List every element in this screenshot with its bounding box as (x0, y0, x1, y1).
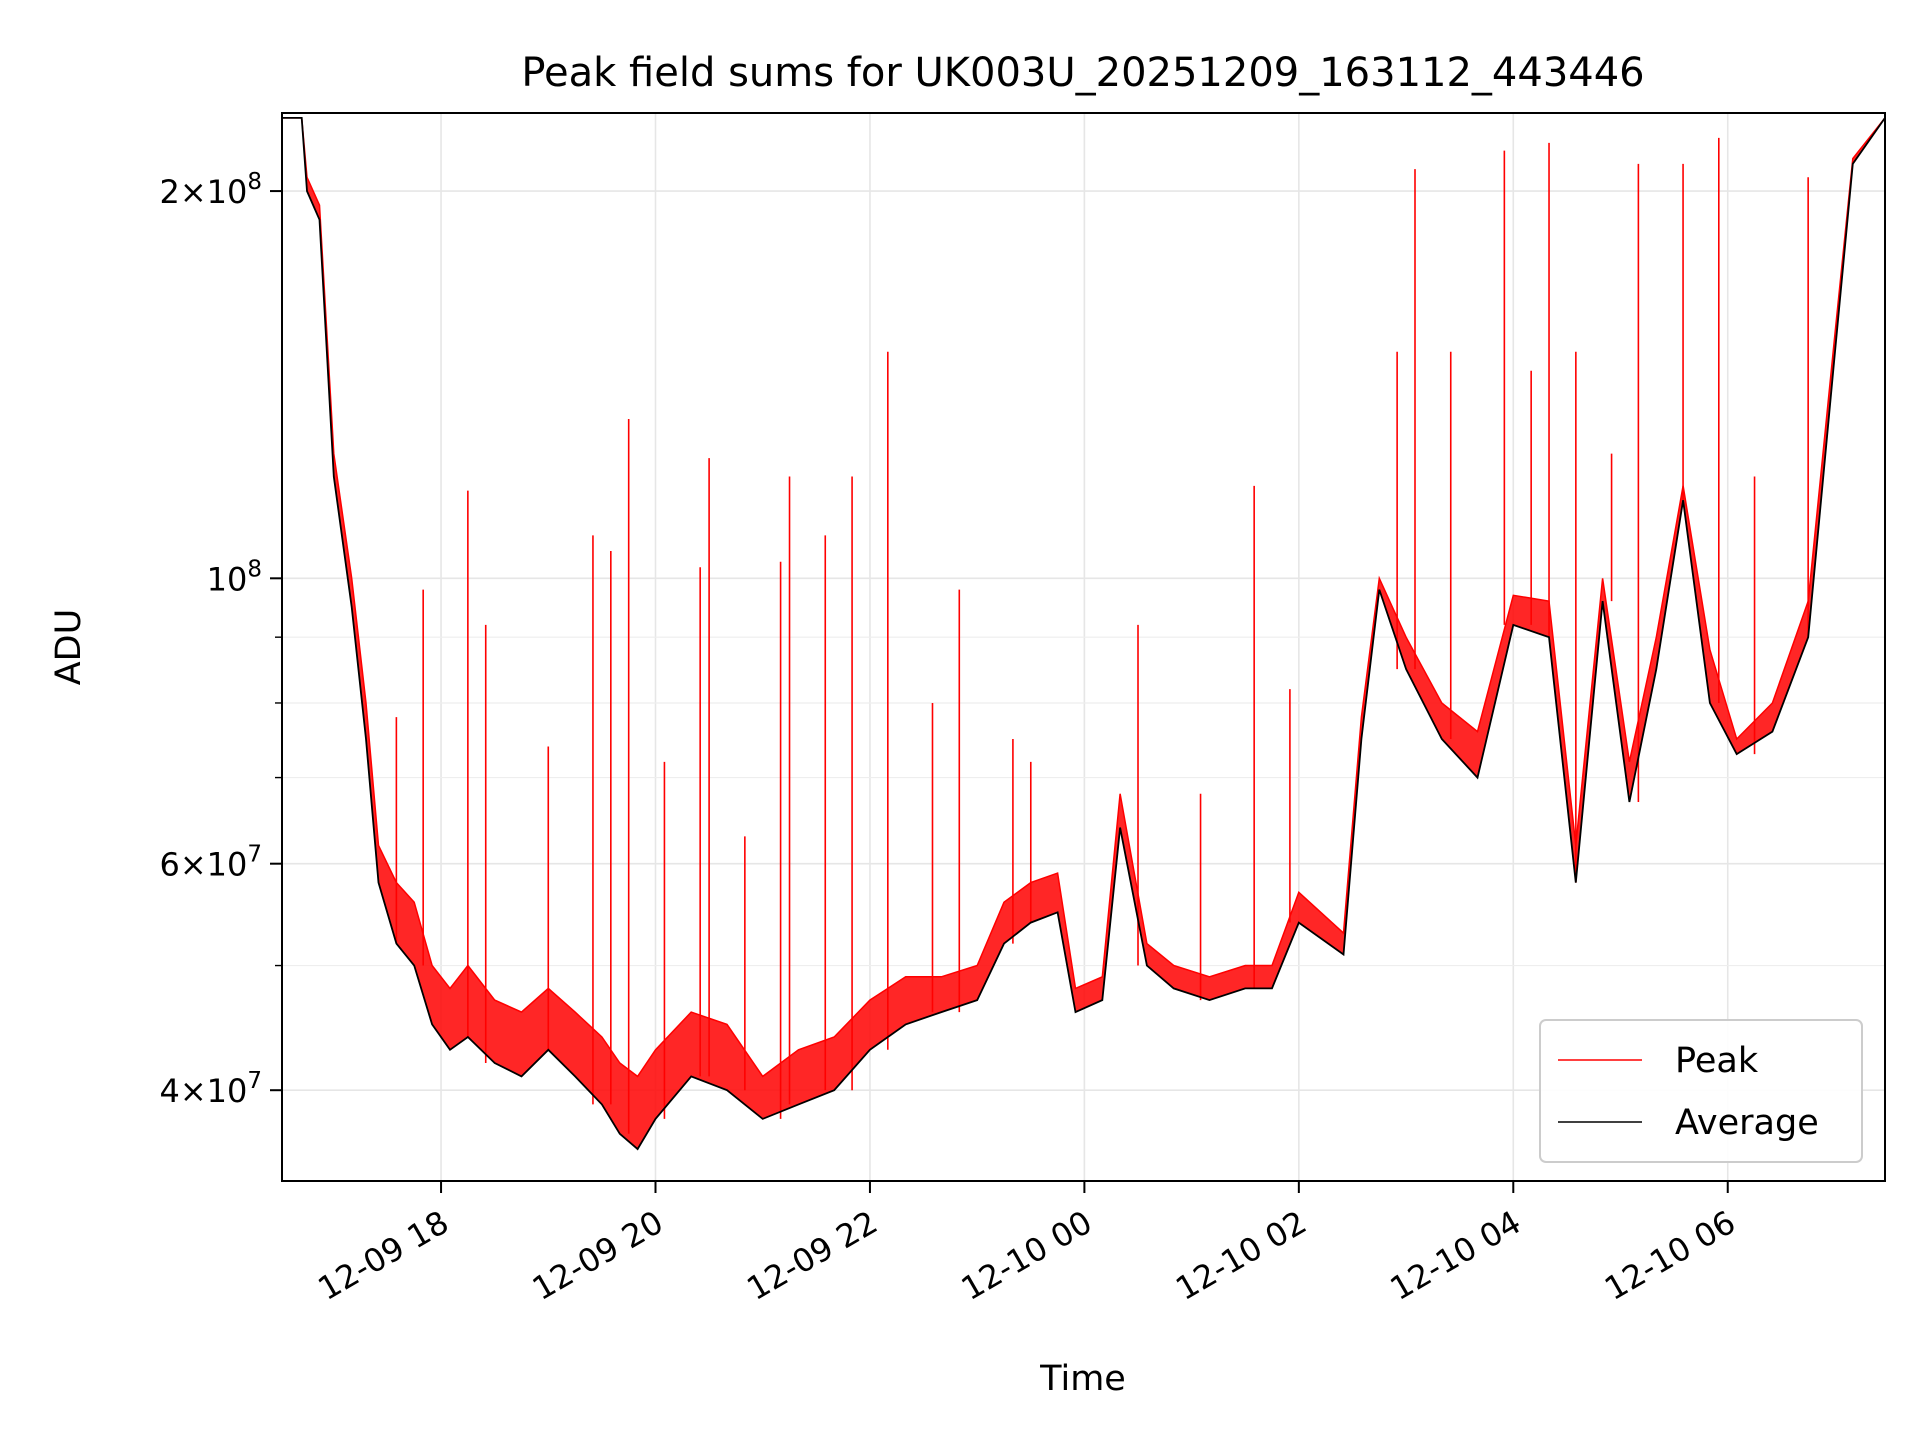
y-axis-label: ADU (49, 609, 89, 686)
series-peak-line (282, 117, 1886, 1078)
y-tick-label: 6×107 (159, 842, 262, 884)
y-tick-label: 4×107 (159, 1068, 262, 1110)
legend: Peak Average (1539, 1019, 1863, 1163)
y-axis-ticks: 4×107 6×107 108 2×108 (159, 169, 282, 1110)
y-tick-label: 108 (207, 556, 262, 598)
legend-label-peak: Peak (1675, 1041, 1759, 1081)
x-axis-label: Time (1039, 1359, 1126, 1399)
grid (282, 113, 1885, 1181)
legend-box (1539, 1019, 1863, 1163)
y-tick-label: 2×108 (159, 169, 262, 211)
series-average-line (282, 117, 1886, 1151)
legend-label-average: Average (1675, 1103, 1819, 1143)
chart-title: Peak field sums for UK003U_20251209_1631… (521, 50, 1644, 96)
series-group (282, 117, 1886, 1151)
